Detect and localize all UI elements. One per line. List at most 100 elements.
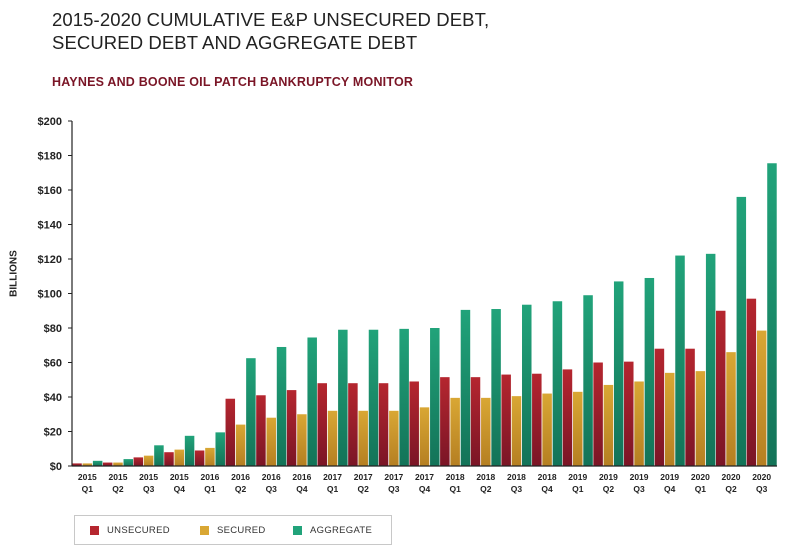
x-tick-year: 2016 xyxy=(292,472,311,482)
bar-group xyxy=(532,301,563,466)
bar-aggregate xyxy=(154,445,164,466)
x-tick-year: 2016 xyxy=(262,472,281,482)
x-tick-year: 2017 xyxy=(415,472,434,482)
x-tick-year: 2018 xyxy=(538,472,557,482)
x-tick-quarter: Q3 xyxy=(143,484,155,494)
bar-secured xyxy=(511,396,522,466)
bar-aggregate xyxy=(522,304,532,466)
bar-unsecured xyxy=(225,398,236,466)
bar-secured xyxy=(634,381,644,466)
bar-groups xyxy=(72,163,777,467)
x-tick-year: 2015 xyxy=(78,472,97,482)
bar-aggregate xyxy=(736,196,747,466)
bar-secured xyxy=(143,455,154,466)
x-tick-quarter: Q4 xyxy=(296,484,308,494)
bar-unsecured xyxy=(624,361,634,466)
bar-secured xyxy=(695,371,706,467)
legend-item-secured: SECURED xyxy=(200,525,266,536)
bar-secured xyxy=(389,410,399,466)
legend-swatch-aggregate xyxy=(293,526,302,535)
bar-group xyxy=(562,295,593,466)
bar-group xyxy=(440,309,471,466)
bar-secured xyxy=(113,462,123,466)
bar-unsecured xyxy=(256,395,266,466)
x-tick-year: 2019 xyxy=(568,472,587,482)
bar-aggregate xyxy=(705,253,716,466)
x-tick-quarter: Q2 xyxy=(725,484,737,494)
bar-group xyxy=(164,435,195,466)
chart-subtitle: HAYNES AND BOONE OIL PATCH BANKRUPTCY MO… xyxy=(52,75,414,89)
x-tick-quarter: Q4 xyxy=(419,484,431,494)
bar-secured xyxy=(542,393,552,466)
bar-group xyxy=(685,253,716,467)
x-tick-year: 2018 xyxy=(507,472,526,482)
bar-chart: $0 $20 $40 $60 $80 $100 $120 $140 $160 $180 $200 2… xyxy=(38,116,777,494)
x-tick-quarter: Q1 xyxy=(327,484,339,494)
x-tick-quarter: Q2 xyxy=(358,484,370,494)
bar-secured xyxy=(664,372,675,466)
bar-group xyxy=(715,196,747,466)
x-tick-year: 2015 xyxy=(109,472,128,482)
x-tick-year: 2016 xyxy=(231,472,250,482)
bar-secured xyxy=(419,407,430,466)
bar-unsecured xyxy=(348,383,358,466)
legend-label-aggregate: AGGREGATE xyxy=(310,525,373,536)
x-tick-year: 2020 xyxy=(691,472,710,482)
bar-aggregate xyxy=(767,163,777,466)
bar-group xyxy=(470,309,501,466)
chart-title-line-2: SECURED DEBT AND AGGREGATE DEBT xyxy=(52,32,418,53)
bar-group xyxy=(317,329,348,466)
legend-swatch-unsecured xyxy=(90,526,99,535)
bar-secured xyxy=(573,391,583,466)
legend-swatch-secured xyxy=(200,526,209,535)
bar-aggregate xyxy=(644,277,655,466)
x-tick-quarter: Q3 xyxy=(756,484,768,494)
bar-unsecured xyxy=(746,298,757,466)
bar-aggregate xyxy=(246,358,256,466)
bar-unsecured xyxy=(654,348,665,466)
bar-unsecured xyxy=(72,463,82,466)
x-tick-quarter: Q3 xyxy=(388,484,400,494)
legend-label-secured: SECURED xyxy=(217,525,266,536)
bar-unsecured xyxy=(194,450,205,466)
x-tick-quarter: Q4 xyxy=(541,484,553,494)
bar-secured xyxy=(82,463,93,466)
y-tick-label: $80 xyxy=(44,323,62,335)
bar-secured xyxy=(205,447,215,466)
x-tick-year: 2017 xyxy=(323,472,342,482)
x-tick-quarter: Q2 xyxy=(112,484,124,494)
bar-aggregate xyxy=(491,309,501,466)
y-tick-label: $60 xyxy=(44,358,62,370)
x-tick-year: 2019 xyxy=(630,472,649,482)
y-tick-label: $40 xyxy=(44,392,62,404)
bar-secured xyxy=(174,449,185,466)
bar-group xyxy=(624,277,655,466)
bar-unsecured xyxy=(286,390,297,466)
legend-item-unsecured: UNSECURED xyxy=(90,525,170,536)
x-tick-quarter: Q1 xyxy=(449,484,461,494)
bar-group xyxy=(593,281,624,466)
x-tick-year: 2018 xyxy=(476,472,495,482)
bar-aggregate xyxy=(368,329,379,466)
x-tick-quarter: Q3 xyxy=(633,484,645,494)
bar-group xyxy=(225,358,256,466)
bar-aggregate xyxy=(276,346,287,466)
bar-aggregate xyxy=(92,460,103,466)
bar-secured xyxy=(726,352,736,466)
y-axis: $0 $20 $40 $60 $80 $100 $120 $140 $160 $180 $200 xyxy=(38,116,72,473)
bar-group xyxy=(133,445,164,467)
x-axis: 2015 Q1 2015 Q2 2015 Q3 2015 Q4 2016 Q1 2016 Q2 2016… xyxy=(78,472,772,494)
bar-secured xyxy=(481,397,491,466)
y-tick-label: $20 xyxy=(44,427,62,439)
bar-aggregate xyxy=(307,337,317,466)
bar-aggregate xyxy=(675,255,685,466)
bar-unsecured xyxy=(378,383,389,466)
legend-label-unsecured: UNSECURED xyxy=(107,525,170,536)
bar-unsecured xyxy=(133,457,144,467)
bar-secured xyxy=(235,424,246,466)
x-tick-quarter: Q4 xyxy=(174,484,186,494)
y-tick-label: $120 xyxy=(38,254,62,266)
bar-unsecured xyxy=(440,377,450,466)
bar-unsecured xyxy=(501,374,511,466)
bar-secured xyxy=(358,410,368,466)
